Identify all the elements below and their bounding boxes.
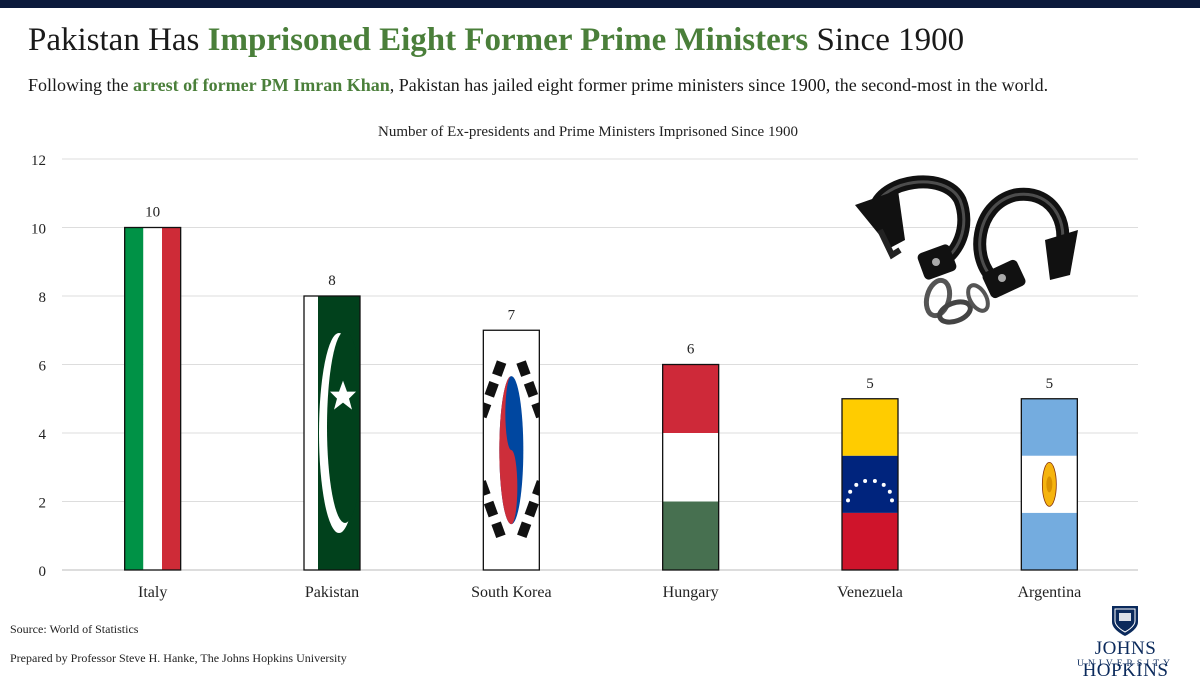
data-label: 5 <box>1046 376 1054 392</box>
title-part2: Since 1900 <box>808 22 965 58</box>
x-tick-label: Italy <box>138 584 167 601</box>
chart-title: Number of Ex-presidents and Prime Minist… <box>378 124 798 140</box>
bar-hungary <box>662 363 720 571</box>
y-tick-label: 10 <box>31 222 46 238</box>
x-tick-label: Hungary <box>663 584 719 601</box>
university-shield-icon <box>1112 606 1138 636</box>
logo-line2: UNIVERSITY <box>1077 659 1174 669</box>
y-tick-label: 6 <box>39 359 47 375</box>
data-label: 10 <box>145 205 160 221</box>
y-tick-label: 2 <box>39 496 47 512</box>
data-label: 8 <box>328 273 336 289</box>
x-tick-label: Pakistan <box>305 584 359 601</box>
data-label: 5 <box>866 376 874 392</box>
x-tick-label: Venezuela <box>837 584 903 601</box>
bar-pakistan <box>303 295 361 571</box>
bar-south-korea <box>482 329 540 571</box>
handcuffs-icon <box>855 175 1078 325</box>
y-tick-label: 0 <box>39 564 47 580</box>
top-accent-bar <box>0 0 1200 8</box>
data-label: 7 <box>508 307 516 323</box>
bar-venezuela <box>841 398 899 571</box>
y-tick-label: 8 <box>39 290 47 306</box>
x-tick-label: Argentina <box>1017 584 1081 601</box>
subtitle-highlight: arrest of former PM Imran Khan <box>133 75 390 95</box>
y-tick-label: 12 <box>31 153 46 169</box>
data-label: 6 <box>687 342 695 358</box>
page-title: Pakistan Has Imprisoned Eight Former Pri… <box>28 18 964 62</box>
source-note: Source: World of Statistics <box>10 622 139 636</box>
title-part1: Pakistan Has <box>28 22 208 58</box>
prepared-by-note: Prepared by Professor Steve H. Hanke, Th… <box>10 651 347 665</box>
bar-italy <box>124 226 182 571</box>
bar-argentina <box>1020 398 1078 571</box>
subtitle-part2: , Pakistan has jailed eight former prime… <box>389 75 1049 95</box>
subtitle-part1: Following the <box>28 75 134 95</box>
title-highlight: Imprisoned Eight Former Prime Ministers <box>207 22 809 58</box>
y-tick-label: 4 <box>39 427 47 443</box>
page-subtitle: Following the arrest of former PM Imran … <box>28 72 1048 98</box>
x-tick-label: South Korea <box>471 584 551 601</box>
johns-hopkins-logo: JOHNS HOPKINS UNIVERSITY <box>1058 604 1193 681</box>
